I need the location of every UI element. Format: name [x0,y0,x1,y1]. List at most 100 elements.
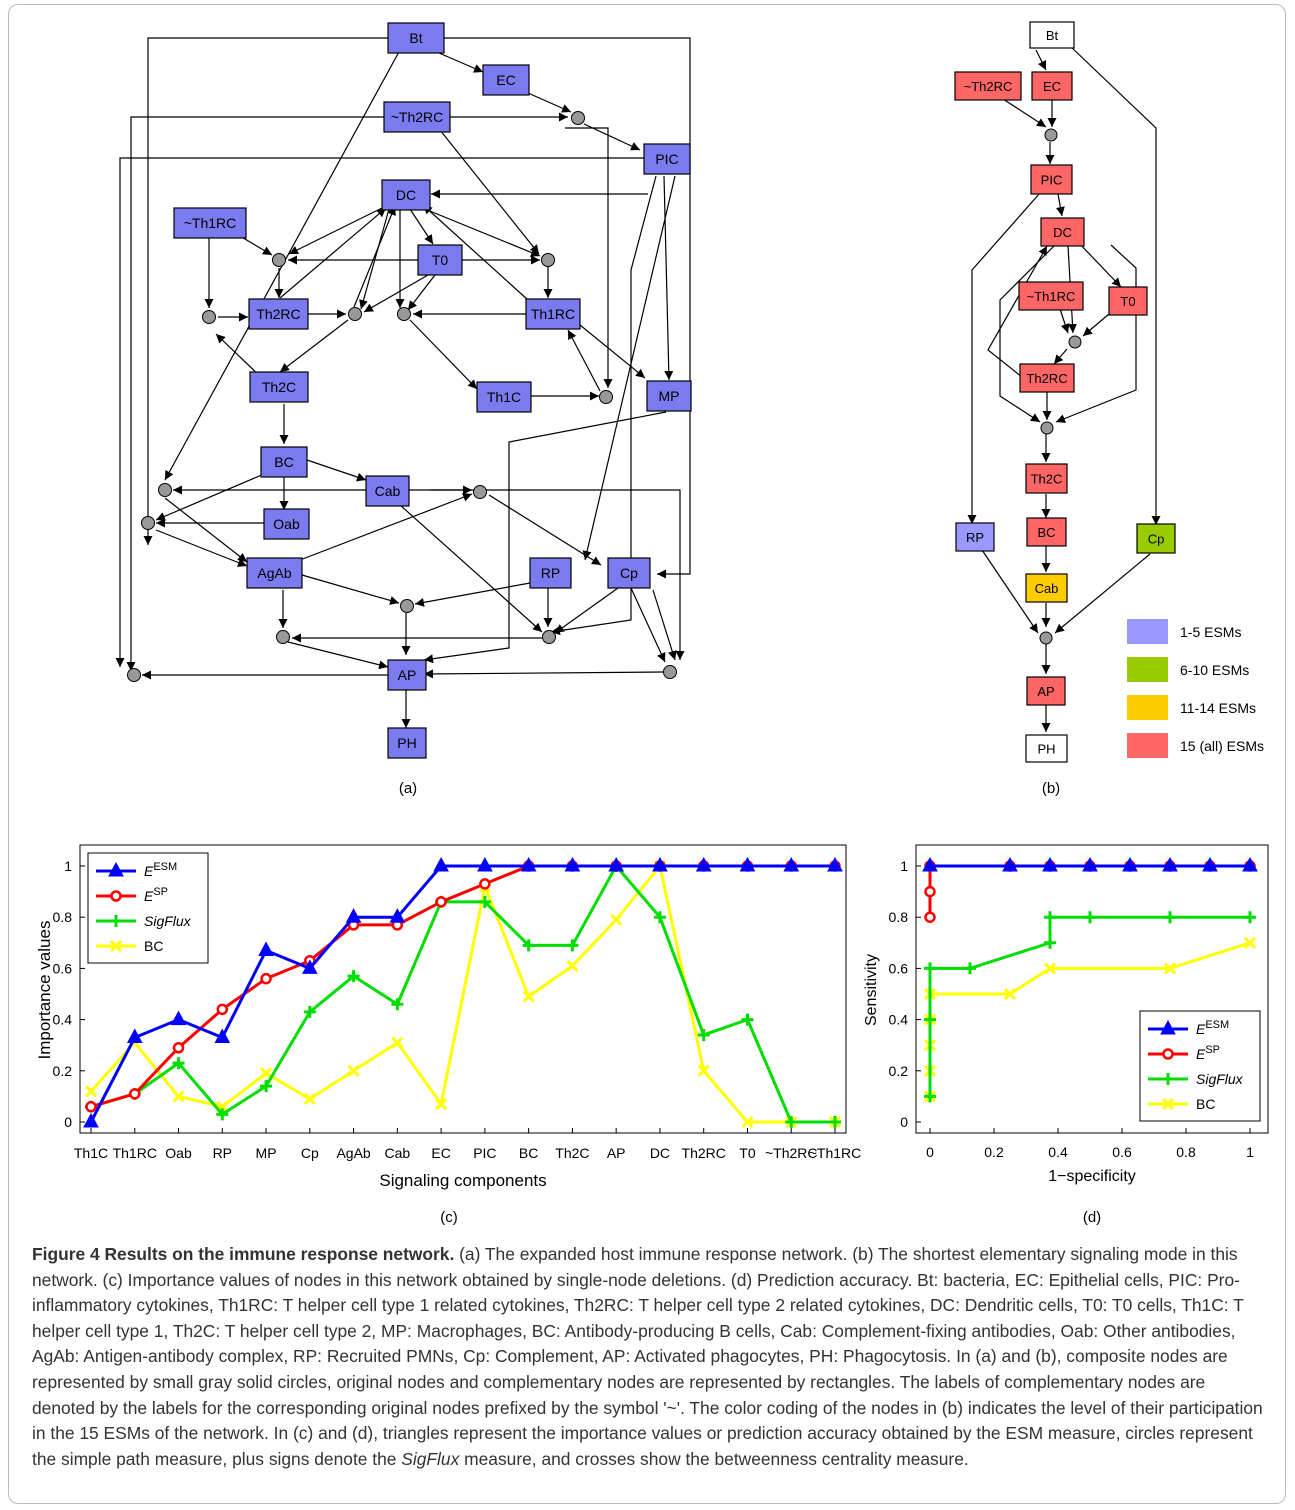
node-a-cp: Cp [607,557,651,589]
legend-label: ESP [144,886,168,904]
network-b-nodes: Bt ~Th2RC EC PIC DC ~Th1RC T0 Th2RC Th2C BC RP Cp Ca… [954,21,1176,763]
marker-plus [1164,911,1176,924]
marker-plus [1162,1073,1174,1085]
marker-plus [924,962,936,975]
x-tick-label: 0.8 [1176,1144,1196,1160]
marker-triangle [652,856,668,872]
marker-triangle [214,1028,231,1044]
node-b-label: PIC [1041,173,1063,188]
series-sigflux [924,911,1256,1103]
node-b-bc: BC [1026,517,1067,547]
x-tick-label: Th2RC [682,1145,726,1161]
y-tick-label: 0.6 [53,960,73,976]
marker-circle [1162,1048,1174,1060]
chart-d-legend: EESM ESP SigFlux BC [1139,1010,1261,1122]
marker-triangle [108,861,124,877]
marker-cross [697,1064,710,1077]
esm-legend-swatch [1127,619,1168,644]
marker-plus [1044,911,1056,924]
marker-plus [522,939,535,952]
marker-plus [785,1116,798,1128]
node-b-cp: Cp [1136,523,1176,554]
composite-nodes-a [127,111,677,682]
esm-legend-swatch [1127,657,1168,682]
node-b-t0: T0 [1108,286,1148,316]
marker-circle [110,890,122,902]
marker-triangle [477,856,493,872]
node-a-label: Oab [273,516,300,532]
marker-circle [924,885,936,898]
node-b-cab: Cab [1025,573,1068,603]
node-a-label: RP [541,565,560,581]
marker-triangle [1002,856,1018,872]
marker-cross [391,1036,404,1049]
node-a-label: DC [396,187,416,203]
series-line [90,863,835,1124]
legend-label: EESM [144,861,177,879]
marker-circle [85,1100,97,1113]
node-b-label: Th2RC [1026,371,1067,386]
node-a-label: Th1RC [531,306,575,322]
y-tick-label: 0 [900,1114,908,1130]
marker-circle [172,1042,185,1054]
y-tick-label: 0 [64,1114,72,1130]
x-tick-label: BC [519,1145,538,1161]
marker-triangle [1162,856,1178,872]
marker-triangle [301,959,318,974]
node-a-th1c: Th1C [476,381,532,413]
marker-cross [610,913,623,926]
chart-d-xlabel: 1−specificity [1048,1168,1136,1185]
node-a-agab: AgAb [246,557,303,589]
x-tick-label: 0.4 [1048,1144,1068,1160]
esm-legend-item: 11-14 ESMs [1127,695,1256,720]
node-a-label: Cab [375,483,401,499]
node-b-label: AP [1037,684,1054,699]
x-tick-label: 0.6 [1112,1144,1132,1160]
node-b-label: DC [1053,225,1072,240]
marker-plus [924,1013,936,1026]
marker-triangle [83,1112,99,1128]
esm-legend-swatch [1127,733,1168,758]
node-a-bc: BC [260,446,308,478]
marker-triangle [1242,856,1258,872]
marker-triangle [258,941,274,956]
y-tick-label: 0.8 [53,909,73,925]
caption-body-1: (a) The expanded host immune response ne… [32,1244,1263,1469]
esm-legend-label: 1-5 ESMs [1180,624,1241,640]
node-a-not-th1rc: ~Th1RC [173,207,247,239]
marker-circle [435,896,447,908]
node-b-label: Cp [1148,532,1165,547]
x-tick-label: ~Th2RC [765,1145,818,1161]
legend-label: BC [144,938,163,954]
x-tick-label: T0 [739,1145,756,1161]
marker-cross [1003,987,1017,1001]
node-a-mp: MP [646,380,692,412]
caption-body-2: measure, and crosses show the betweennes… [459,1448,969,1469]
node-b-ap: AP [1026,676,1066,706]
node-b-label: PH [1037,742,1055,757]
esm-legend-label: 15 (all) ESMs [1180,738,1264,754]
marker-plus [829,1116,841,1128]
legend-entry: EESM [96,861,177,879]
x-tick-label: Th1RC [113,1145,157,1161]
marker-plus [1044,936,1056,949]
caption-sigflux: SigFlux [401,1448,460,1469]
marker-plus [697,1028,710,1041]
x-tick-label: PIC [473,1145,496,1161]
node-a-label: Th2C [262,379,296,395]
chart-d-x-ticks: 0 0.2 0.4 0.6 0.8 1 [926,1128,1254,1160]
panel-label-b: (b) [1042,780,1060,797]
node-a-label: T0 [432,252,449,268]
marker-plus [478,895,491,908]
marker-triangle [520,856,537,872]
node-b-rp: RP [955,522,995,552]
marker-cross [566,959,579,972]
marker-plus [216,1108,229,1121]
marker-plus [1084,911,1096,924]
marker-triangle [922,856,938,872]
panel-label-d: (d) [1083,1209,1101,1226]
chart-d-y-ticks: 0 0.2 0.4 0.6 0.8 1 [889,858,921,1130]
x-tick-label: ~Th1RC [809,1145,862,1161]
x-tick-label: Th2C [555,1145,589,1161]
